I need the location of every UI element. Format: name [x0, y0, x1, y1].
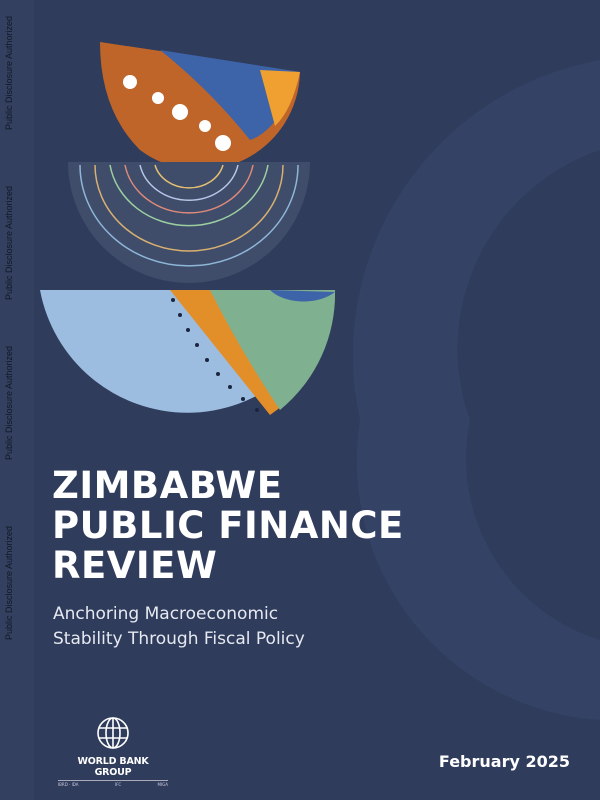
document-title: ZIMBABWE PUBLIC FINANCE REVIEW — [52, 466, 404, 586]
affiliate-ibrd-ida: IBRD · IDA — [58, 782, 79, 787]
middle-bowl — [68, 162, 310, 283]
bottom-bowl — [40, 290, 336, 415]
title-line: PUBLIC FINANCE — [52, 504, 404, 547]
globe-icon — [97, 717, 129, 749]
title-line: ZIMBABWE — [52, 464, 283, 507]
publication-date: February 2025 — [438, 752, 570, 771]
top-bowl — [100, 42, 300, 171]
document-subtitle: Anchoring Macroeconomic Stability Throug… — [53, 602, 305, 652]
disclosure-strip: Public Disclosure Authorized Public Disc… — [0, 0, 34, 800]
affiliate-miga: MIGA — [157, 782, 168, 787]
subtitle-line: Anchoring Macroeconomic — [53, 604, 279, 624]
logo-name: WORLD BANK GROUP — [77, 756, 149, 778]
world-bank-logo: WORLD BANK GROUP IBRD · IDA IFC MIGA — [58, 716, 168, 787]
title-line: REVIEW — [52, 544, 218, 587]
bowls-illustration — [40, 42, 336, 415]
affiliate-ifc: IFC — [114, 782, 122, 787]
subtitle-line: Stability Through Fiscal Policy — [53, 629, 305, 649]
